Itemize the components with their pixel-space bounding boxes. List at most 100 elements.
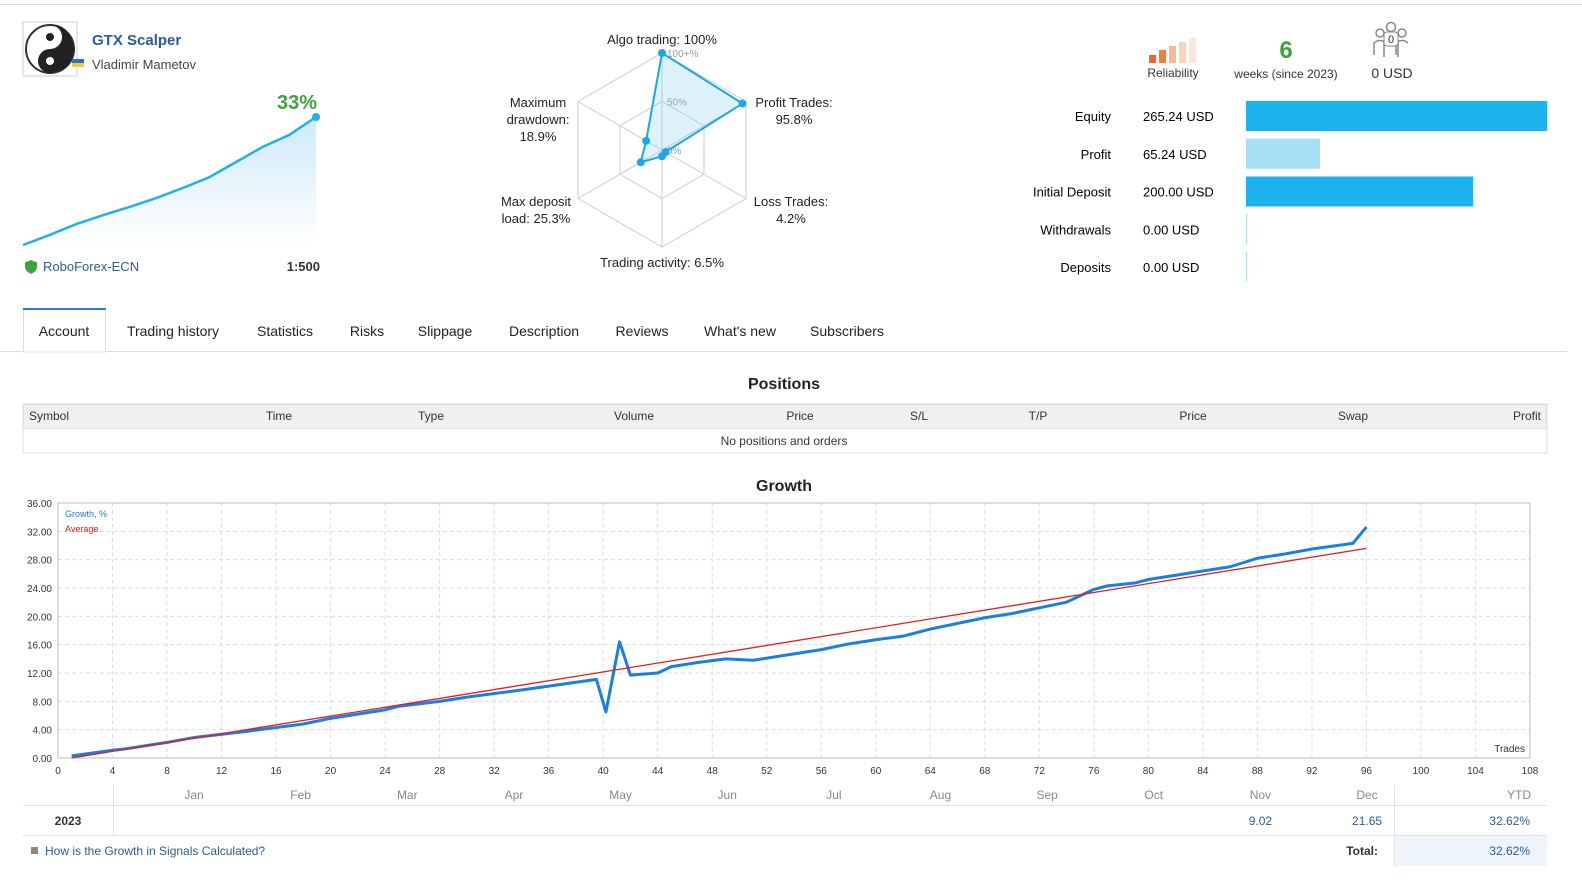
x-tick-label: 108 (1522, 766, 1539, 777)
balance-base (1246, 252, 1247, 282)
month-header: Aug (930, 788, 951, 802)
x-tick-label: 16 (271, 766, 283, 777)
axis-value: 95.8% (775, 112, 813, 127)
month-header: Feb (290, 788, 311, 802)
active-tab (23, 308, 106, 353)
section-title: Positions (748, 376, 820, 393)
column-header: Price (1179, 409, 1207, 423)
y-tick-label: 12.00 (27, 669, 52, 680)
series-line (71, 547, 1367, 759)
month-header: Mar (397, 788, 418, 802)
y-tick-label: 28.00 (27, 556, 52, 567)
reliability-icon (1149, 38, 1196, 63)
x-tick-label: 32 (489, 766, 501, 777)
author[interactable]: Vladimir Mametov (92, 57, 197, 72)
x-tick-label: 12 (216, 766, 228, 777)
month-value: 9.02 (1249, 814, 1273, 828)
x-tick-label: 24 (380, 766, 392, 777)
tab[interactable]: Subscribers (810, 323, 884, 339)
verified-icon (25, 260, 37, 274)
tab[interactable]: Risks (350, 323, 384, 339)
radar-label: Algo trading: 100% (562, 31, 762, 48)
weeks: 6 (1279, 37, 1292, 64)
funds: 0 USD (1371, 65, 1412, 81)
link-icon (31, 847, 38, 854)
x-tick-label: 52 (761, 766, 773, 777)
x-tick-label: 44 (652, 766, 664, 777)
strategy-name[interactable]: GTX Scalper (92, 32, 181, 49)
radar-point (658, 152, 666, 161)
reliability: Reliability (1147, 66, 1198, 80)
radar-shape (639, 51, 745, 164)
month-header: May (609, 788, 632, 802)
tab[interactable]: Description (509, 323, 579, 339)
tab[interactable]: What's new (704, 323, 777, 339)
month-header: Nov (1250, 788, 1271, 802)
broker[interactable]: RoboForex-ECN (43, 259, 139, 274)
month-header: Apr (505, 788, 524, 802)
radar-point (642, 136, 651, 145)
avatar (25, 24, 75, 74)
radar-tick-label: 100+% (667, 49, 699, 60)
flag (72, 63, 84, 67)
y-tick-label: 16.00 (27, 641, 52, 652)
weeks-label: weeks (since 2023) (1233, 67, 1337, 81)
radar-label: Loss Trades: 4.2% (746, 193, 836, 227)
y-tick-label: 4.00 (33, 726, 53, 737)
x-tick-label: 68 (979, 766, 991, 777)
tab[interactable]: Account (39, 323, 90, 339)
month-header: Jun (718, 788, 737, 802)
balance-base (1246, 214, 1247, 245)
radar-label: Profit Trades: 95.8% (744, 94, 844, 128)
tab[interactable]: Trading history (127, 323, 219, 339)
axis-name: Trading activity: (600, 255, 691, 270)
balance-bar (1246, 101, 1547, 131)
x-tick-label: 104 (1467, 766, 1484, 777)
column-header: Type (418, 409, 444, 423)
tab[interactable]: Reviews (616, 323, 669, 339)
x-tick-label: 80 (1143, 766, 1155, 777)
y-tick-label: 32.00 (27, 527, 52, 538)
axis-name: Max deposit load: (500, 194, 572, 226)
help-link[interactable]: How is the Growth in Signals Calculated? (45, 844, 265, 858)
balance-label: Deposits (1060, 260, 1111, 275)
month-header: Jan (184, 788, 203, 802)
column-header: T/P (1029, 409, 1048, 423)
sparkline-dot (312, 113, 320, 121)
year: 2023 (55, 814, 82, 828)
ytd-value: 32.62% (1489, 814, 1530, 828)
subscribers: 0 (1388, 34, 1394, 46)
x-tick-label: 64 (925, 766, 937, 777)
total-label: Total: (1346, 844, 1378, 858)
chart-title: Growth (756, 478, 812, 495)
radar-ring (577, 52, 747, 248)
growth-label: 33% (277, 92, 317, 114)
x-tick-label: 92 (1306, 766, 1318, 777)
badge (1383, 31, 1399, 47)
radar-point (636, 158, 645, 167)
column-header: Time (266, 409, 293, 423)
x-tick-label: 56 (816, 766, 828, 777)
total-cell (1394, 836, 1547, 866)
x-tick-label: 8 (164, 766, 170, 777)
balance-value: 0.00 USD (1143, 222, 1199, 237)
balance-label: Initial Deposit (1033, 185, 1111, 200)
flag (72, 59, 84, 63)
column-header: Swap (1338, 409, 1368, 423)
tab[interactable]: Statistics (257, 323, 313, 339)
x-tick-label: 20 (325, 766, 337, 777)
tab[interactable]: Slippage (418, 323, 473, 339)
x-tick-label: 100 (1413, 766, 1430, 777)
balance-value: 0.00 USD (1143, 260, 1199, 275)
radar-point (738, 99, 747, 108)
sparkline-area (23, 117, 316, 245)
month-header: Jul (826, 788, 841, 802)
leverage: 1:500 (287, 259, 320, 274)
plot-frame (57, 502, 1531, 759)
axis-name: Maximum drawdown: (506, 95, 570, 127)
axis-value: 25.3% (533, 211, 571, 226)
month-header: Oct (1144, 788, 1163, 802)
axis-name: Profit Trades: (755, 95, 833, 110)
balance-label: Equity (1075, 109, 1112, 124)
